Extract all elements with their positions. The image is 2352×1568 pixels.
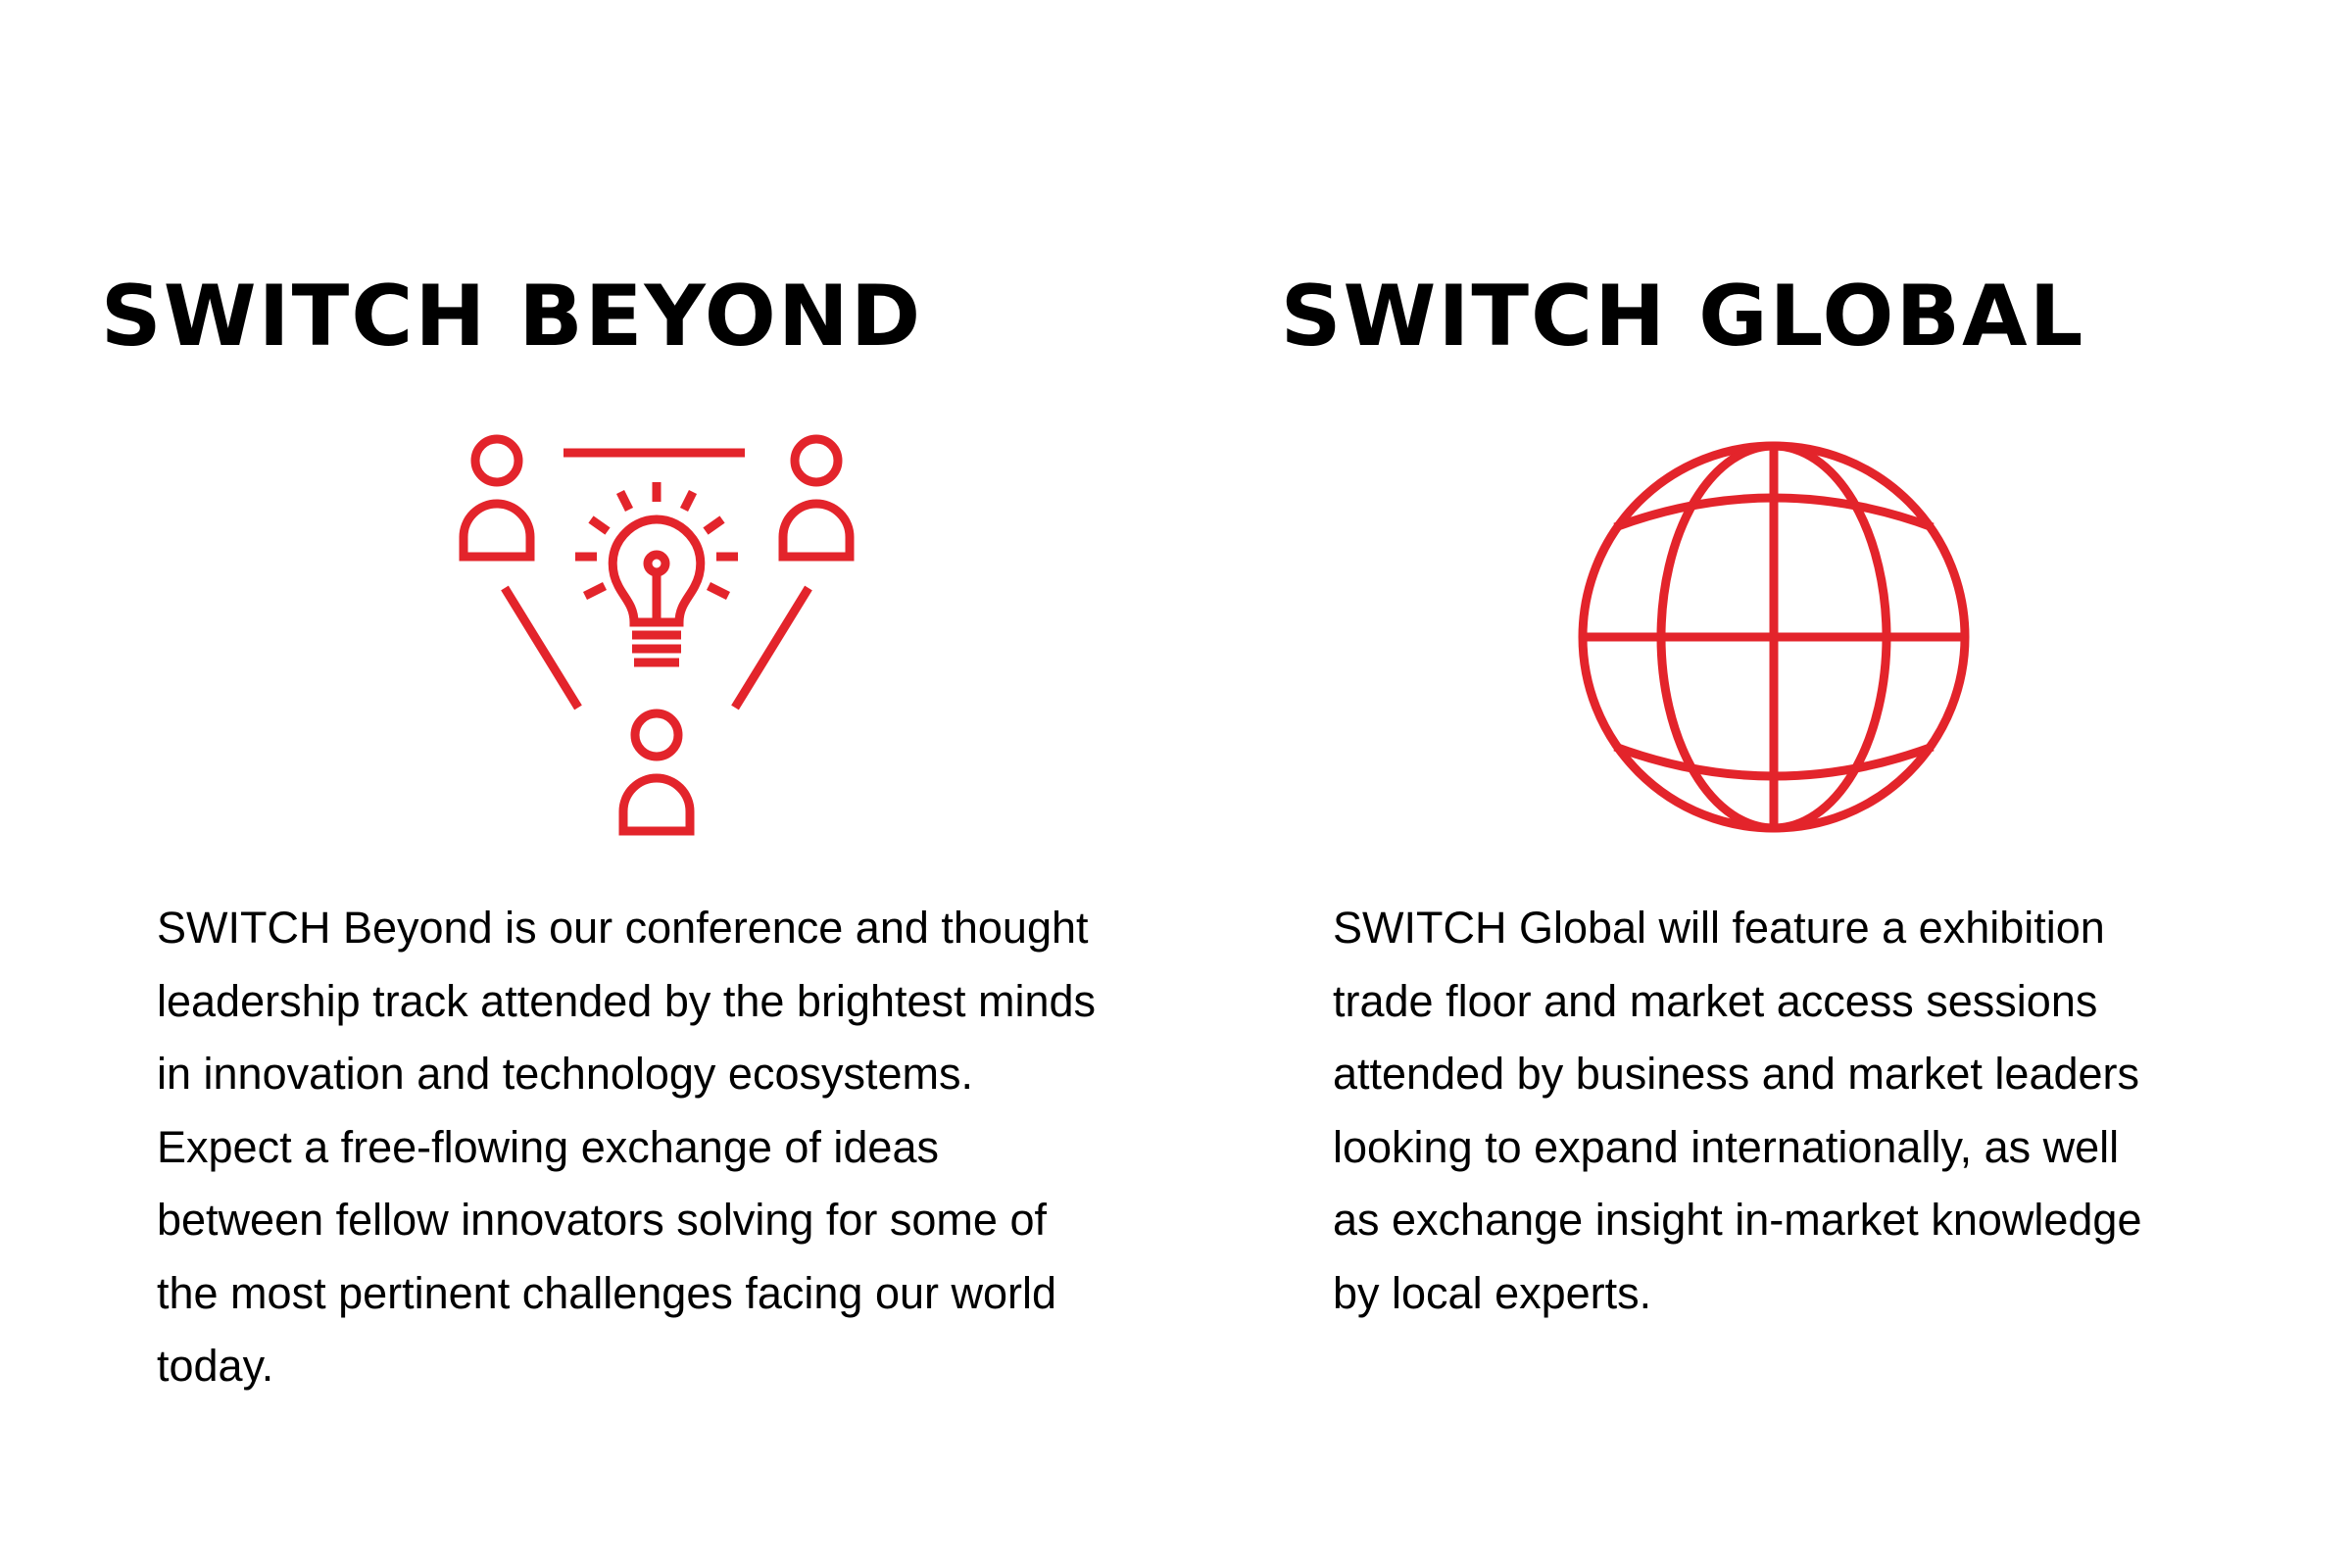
switch-beyond-description: SWITCH Beyond is our conference and thou… bbox=[157, 903, 1097, 1391]
switch-beyond-title: SWITCH BEYOND bbox=[100, 268, 923, 366]
switch-beyond-section: SWITCH BEYOND bbox=[100, 268, 1097, 1391]
globe-icon bbox=[1568, 431, 1980, 843]
switch-global-title: SWITCH GLOBAL bbox=[1280, 268, 2085, 366]
ideas-people-lightbulb-icon bbox=[446, 431, 858, 843]
switch-global-section: SWITCH GLOBAL SWITCH Global will feature… bbox=[1176, 0, 2352, 1568]
switch-global-description: SWITCH Global will feature a exhibition … bbox=[1333, 903, 2142, 1318]
